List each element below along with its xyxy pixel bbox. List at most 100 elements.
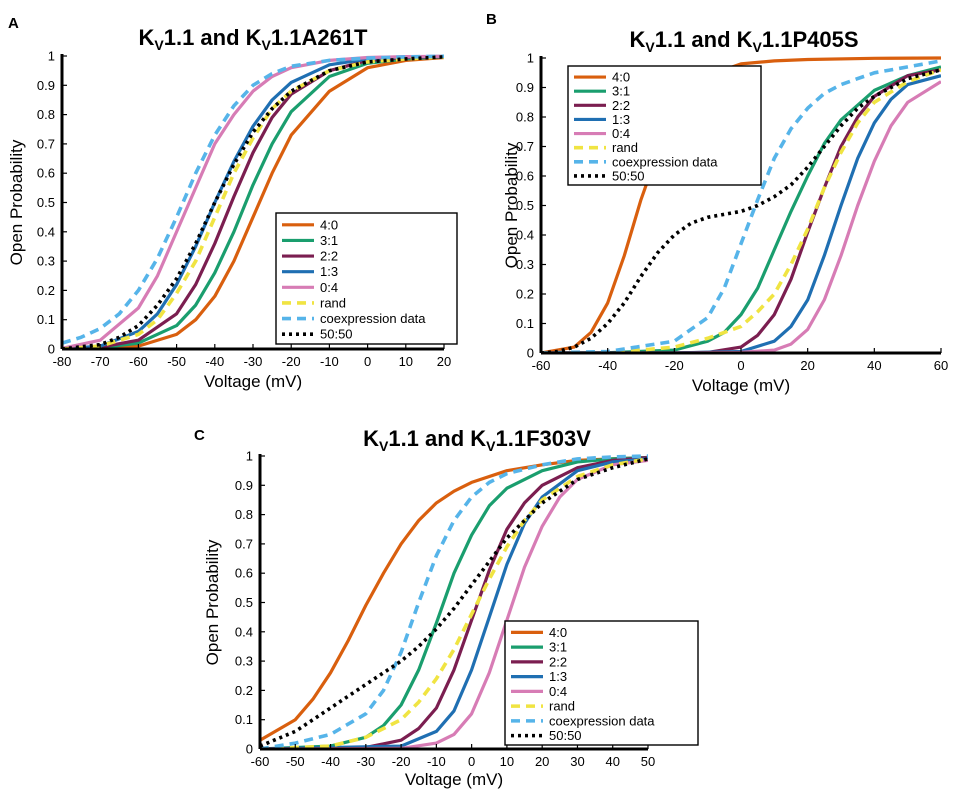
x-tick-label: 10 [399, 354, 413, 369]
x-tick-label: -60 [532, 358, 551, 373]
x-axis-label: Voltage (mV) [204, 372, 302, 391]
series-line-1-3 [62, 54, 444, 349]
y-tick-label: 0.7 [37, 136, 55, 151]
legend-label: 1:3 [612, 112, 630, 127]
x-tick-label: -10 [427, 754, 446, 769]
x-tick-label: 0 [737, 358, 744, 373]
series-line-2-2 [62, 55, 444, 349]
series-line-rand [541, 68, 941, 353]
y-tick-label: 0.4 [235, 624, 253, 639]
y-tick-label: 0.3 [37, 254, 55, 269]
x-tick-label: 50 [641, 754, 655, 769]
y-tick-label: 0.2 [516, 287, 534, 302]
series-line-3-1 [62, 55, 444, 349]
x-tick-label: 20 [800, 358, 814, 373]
legend-box [567, 65, 762, 186]
panel-letter: A [8, 15, 19, 32]
legend-label: coexpression data [612, 154, 718, 169]
x-tick-label: -20 [392, 754, 411, 769]
legend-label: coexpression data [549, 713, 655, 728]
x-tick-label: 0 [364, 354, 371, 369]
chart-panel-c: C KV1.1 and KV1.1F303V -60 -50 -40 -30 -20 -10 0… [194, 426, 699, 789]
chart-panel-b: B KV1.1 and KV1.1P405S -60 -40 -20 0 20 40 60 0 0.… [486, 11, 948, 395]
x-tick-label: -40 [321, 754, 340, 769]
y-tick-label: 0.3 [235, 654, 253, 669]
chart-panel-a: A KV1.1 and KV1.1A261T -80 -70 -60 -50 -40 -30 -… [7, 15, 458, 391]
series-line-2-2 [260, 455, 648, 749]
y-tick-label: 0.7 [235, 536, 253, 551]
x-tick-label: 10 [500, 754, 514, 769]
y-tick-label: 0.1 [516, 316, 534, 331]
legend-label: 2:2 [549, 654, 567, 669]
legend-label: 0:4 [549, 684, 567, 699]
series-lines [260, 454, 648, 749]
y-tick-label: 0.7 [516, 139, 534, 154]
x-tick-label: -20 [665, 358, 684, 373]
legend-label: 3:1 [320, 233, 338, 248]
legend-box [275, 212, 458, 345]
x-tick-label: 60 [934, 358, 948, 373]
series-line-coexpression-data [541, 59, 941, 353]
x-tick-label: -80 [53, 354, 72, 369]
legend-label: coexpression data [320, 311, 426, 326]
chart-title: KV1.1 and KV1.1F303V [363, 426, 591, 454]
series-line-50-50 [260, 457, 648, 748]
series-line-rand [260, 457, 648, 749]
legend-label: 3:1 [549, 640, 567, 655]
x-tick-label: -40 [205, 354, 224, 369]
y-tick-label: 0.4 [516, 228, 534, 243]
x-tick-label: -50 [286, 754, 305, 769]
legend-label: 4:0 [549, 625, 567, 640]
y-tick-label: 1 [48, 49, 55, 64]
series-line-50-50 [541, 68, 941, 353]
series-line-4-0 [62, 55, 444, 349]
legend-label: 2:2 [320, 249, 338, 264]
legend-label: 0:4 [612, 126, 630, 141]
x-axis-label: Voltage (mV) [405, 770, 503, 789]
y-tick-label: 0.9 [37, 78, 55, 93]
series-line-coexpression-data [260, 454, 648, 749]
legend-label: 50:50 [549, 728, 582, 743]
y-tick-label: 0 [246, 742, 253, 757]
y-tick-label: 0 [48, 342, 55, 357]
y-tick-label: 0.5 [37, 195, 55, 210]
legend-label: 0:4 [320, 280, 338, 295]
x-tick-label: -60 [129, 354, 148, 369]
legend-label: 3:1 [612, 84, 630, 99]
y-axis-label: Open Probability [203, 539, 222, 665]
y-tick-label: 1 [246, 449, 253, 464]
x-tick-label: 20 [535, 754, 549, 769]
legend-label: rand [612, 140, 638, 155]
x-axis-label: Voltage (mV) [692, 376, 790, 395]
y-tick-label: 0.6 [516, 169, 534, 184]
series-lines [62, 54, 444, 349]
legend-label: 1:3 [320, 264, 338, 279]
legend-label: rand [320, 295, 346, 310]
x-tick-label: 0 [468, 754, 475, 769]
y-tick-label: 0.9 [516, 80, 534, 95]
series-line-coexpression-data [62, 54, 444, 345]
x-tick-label: -70 [91, 354, 110, 369]
panel-letter: B [486, 11, 497, 28]
y-tick-label: 0.5 [516, 198, 534, 213]
series-line-1-3 [260, 457, 648, 749]
legend-label: 4:0 [612, 70, 630, 85]
y-tick-label: 0 [527, 346, 534, 361]
legend-label: 4:0 [320, 217, 338, 232]
y-tick-label: 1 [527, 51, 534, 66]
legend-label: 50:50 [320, 327, 353, 342]
chart-title: KV1.1 and KV1.1P405S [629, 27, 858, 55]
panel-letter: C [194, 427, 205, 444]
x-tick-label: -30 [356, 754, 375, 769]
x-tick-label: 30 [570, 754, 584, 769]
legend-label: 1:3 [549, 669, 567, 684]
legend-label: 2:2 [612, 98, 630, 113]
y-tick-label: 0.8 [516, 110, 534, 125]
x-tick-label: -30 [244, 354, 263, 369]
y-axis-label: Open Probability [502, 142, 521, 268]
x-tick-label: -50 [167, 354, 186, 369]
